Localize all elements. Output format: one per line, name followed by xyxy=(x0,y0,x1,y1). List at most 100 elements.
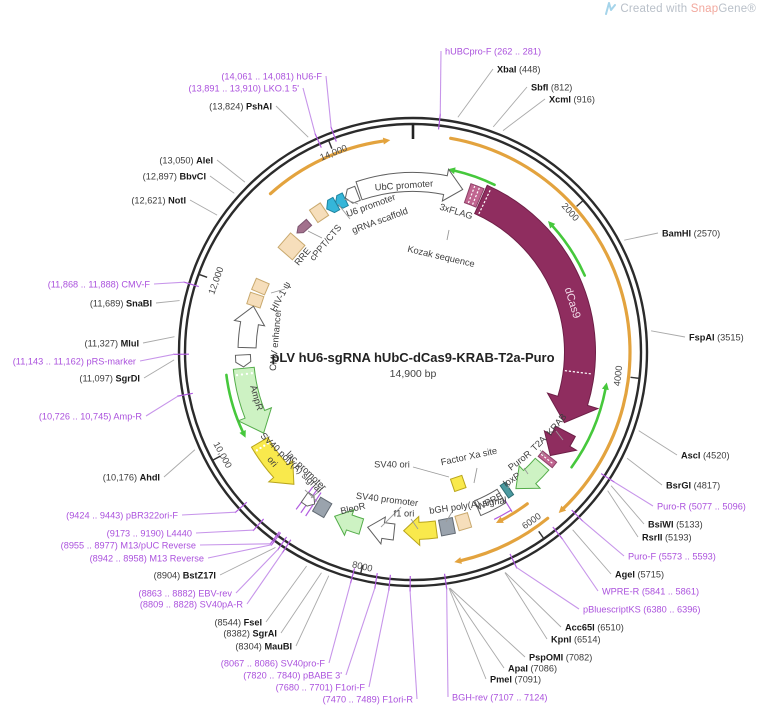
enzyme-label: (8304) MauBI xyxy=(235,641,292,651)
primer-label: pBluescriptKS (6380 .. 6396) xyxy=(583,604,700,614)
watermark: Created with SnapGene® xyxy=(604,2,756,15)
primer-ring-tick xyxy=(314,132,322,148)
primer-ring-tick xyxy=(349,568,356,584)
primer-label: WPRE-R (5841 .. 5861) xyxy=(602,586,699,596)
enzyme-label: PmeI (7091) xyxy=(490,674,541,684)
inner-callout-line xyxy=(270,288,286,294)
green-orf-arrow-3-head xyxy=(601,382,609,391)
t2a-stripe xyxy=(540,453,555,465)
callout-line xyxy=(504,572,548,640)
enzyme-label: ApaI (7086) xyxy=(508,663,557,673)
enzyme-label: XbaI (448) xyxy=(497,64,540,74)
feature-label: SV40 ori xyxy=(374,459,410,469)
inner-callout-line xyxy=(507,483,511,489)
plasmid-backbone-outer xyxy=(177,116,649,588)
scale-tick xyxy=(538,530,545,539)
primer-label: (8067 .. 8086) SV40pro-F xyxy=(221,658,326,668)
primer-ring-tick xyxy=(252,518,265,532)
green-orf-arrow-2 xyxy=(551,224,587,277)
callout-line xyxy=(275,105,309,138)
callout-line xyxy=(199,543,271,546)
enzyme-label: SbfI (812) xyxy=(531,82,572,92)
primer-ring-tick xyxy=(388,574,391,591)
feature-label: HIV-1 ψ xyxy=(268,280,292,314)
callout-line xyxy=(626,457,663,486)
callout-line xyxy=(613,481,654,507)
enzyme-label: (11,689) SnaBI xyxy=(90,298,152,308)
enzyme-label: (10,176) AhdI xyxy=(103,472,160,482)
callout-line xyxy=(155,300,180,304)
primer-ring-tick xyxy=(437,113,441,130)
flag-stripe-1 xyxy=(467,185,476,204)
primer-ring-tick xyxy=(600,473,615,483)
f1-ori-arrow xyxy=(402,515,439,547)
snapgene-logo-icon xyxy=(605,2,617,15)
krab-arrow xyxy=(543,425,578,457)
callout-line xyxy=(142,336,175,344)
callout-line xyxy=(572,529,612,575)
callout-line xyxy=(448,588,487,680)
primer-label: (9173 .. 9190) L4440 xyxy=(107,528,192,538)
enzyme-label: (8904) BstZ17I xyxy=(154,570,216,580)
enzyme-label: (8382) SgrAI xyxy=(223,628,277,638)
hiv1-psi-box-a xyxy=(250,277,270,296)
primer-label: Puro-R (5077 .. 5096) xyxy=(657,501,746,511)
primer-label: (11,868 .. 11,888) CMV-F xyxy=(48,279,151,289)
primer-ring-tick xyxy=(552,526,564,540)
scale-tick xyxy=(198,273,208,278)
scale-tick xyxy=(212,455,221,461)
primer-ring-tick xyxy=(183,281,199,288)
callout-line xyxy=(492,86,528,128)
green-orf-arrow-1-head xyxy=(448,167,456,175)
enzyme-label: FspAI (3515) xyxy=(689,332,744,342)
scale-tick xyxy=(576,200,584,207)
dcas9-stripe-1 xyxy=(564,370,593,375)
orange-arc-bottom-head xyxy=(454,557,462,564)
ori-gap-dots xyxy=(259,446,262,450)
orange-arc-bottom xyxy=(459,516,550,563)
feature-label: Factor Xa site xyxy=(440,446,498,468)
enzyme-label: (11,097) SgrDI xyxy=(79,373,140,383)
callout-line xyxy=(153,281,185,285)
green-orf-arrow-ampr xyxy=(225,373,244,433)
inner-callout-line xyxy=(539,449,546,457)
ori-gap-dots xyxy=(255,449,259,452)
callout-line xyxy=(246,552,284,605)
callout-line xyxy=(295,575,330,647)
scale-tick-label: 6000 xyxy=(520,511,543,531)
dcas9-arrow xyxy=(473,184,600,424)
orange-arc-right xyxy=(449,136,632,510)
primer-label: (7680 .. 7701) F1ori-F xyxy=(276,682,366,692)
enzyme-label: (13,824) PshAI xyxy=(209,101,272,111)
enzyme-label: (12,621) NotI xyxy=(131,195,186,205)
enzyme-label: (8544) FseI xyxy=(214,617,262,627)
inner-callout-line xyxy=(473,467,478,484)
primer-label: (13,891 .. 13,910) LKO.1 5' xyxy=(188,83,299,93)
scale-tick-label: 14,000 xyxy=(318,143,348,163)
inner-callout-line xyxy=(410,518,419,530)
ampr-gap-dots xyxy=(250,372,254,375)
callout-line xyxy=(181,511,236,516)
enzyme-label: BamHI (2570) xyxy=(662,228,720,238)
bleor-arrow xyxy=(333,508,365,537)
orange-arc-bottom-2-head xyxy=(496,516,504,524)
callout-line xyxy=(235,548,279,594)
callout-line xyxy=(143,359,175,379)
scale-tick-label: 4000 xyxy=(612,365,624,387)
primer-label: (8863 .. 8882) EBV-rev xyxy=(139,588,233,598)
primer-ring-tick xyxy=(177,392,193,397)
primer-ring-tick xyxy=(571,509,584,522)
inner-callout-line xyxy=(523,467,529,475)
callout-line xyxy=(581,520,625,557)
inner-callout-line xyxy=(304,489,320,504)
feature-label: cPPT/CTS xyxy=(308,223,344,263)
callout-line xyxy=(650,330,686,338)
green-orf-arrow-1 xyxy=(453,169,496,187)
primer-label: (8942 .. 8958) M13 Reverse xyxy=(90,553,204,563)
flag-stripe-2 xyxy=(472,187,480,205)
inner-callout-line xyxy=(445,511,453,523)
primer-ring-tick xyxy=(270,532,282,546)
scale-tick xyxy=(360,564,364,574)
primer-ring-tick xyxy=(374,573,378,590)
ori-gap-dots xyxy=(266,442,270,445)
